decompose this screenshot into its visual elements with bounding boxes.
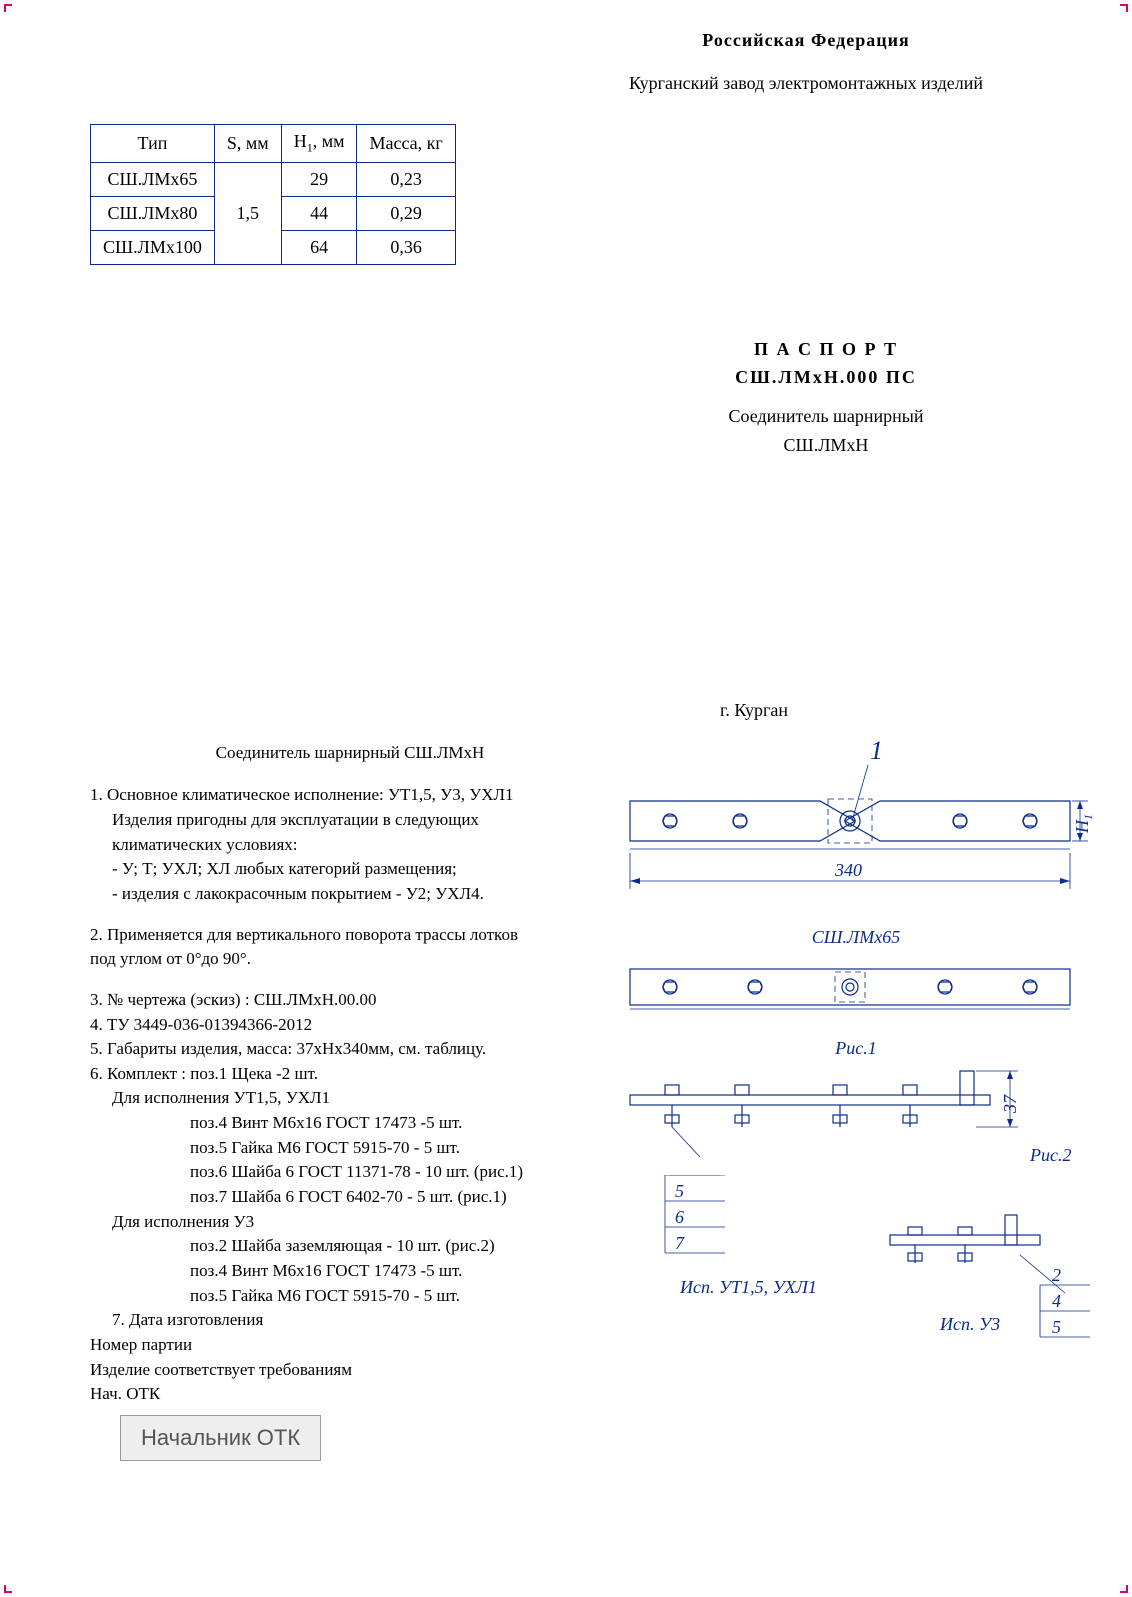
item6-l7: Для исполнения У3 [90,1210,570,1235]
drawing-top: 1 H1 [610,741,1100,921]
svg-text:4: 4 [1052,1291,1061,1311]
dim-340: 340 [834,860,862,880]
isp-left: Исп. УТ1,5, УХЛ1 [679,1277,817,1297]
item6-l8: поз.2 Шайба заземляющая - 10 шт. (рис.2) [90,1234,570,1259]
passport-block: П А С П О Р Т СШ.ЛМхН.000 ПС Соединитель… [550,335,1102,460]
ris1-label: Рис.1 [610,1038,1102,1059]
item1-l1: 1. Основное климатическое исполнение: УТ… [90,783,570,808]
spec-table: Тип S, мм H1, мм Масса, кг СШ.ЛМх65 1,5 … [90,124,456,265]
item2-l1: 2. Применяется для вертикального поворот… [90,923,570,948]
col-h1: H1, мм [281,125,357,163]
item1-l3: климатических условиях: [90,833,570,858]
cell-h1-0: 29 [281,162,357,196]
header-factory: Курганский завод электромонтажных издели… [510,73,1102,94]
passport-title: П А С П О Р Т [550,335,1102,364]
item1-l2: Изделия пригодны для эксплуатации в след… [90,808,570,833]
item7: 7. Дата изготовления [90,1308,570,1333]
city: г. Курган [720,700,1102,721]
item1-l5: - изделия с лакокрасочным покрытием - У2… [90,882,570,907]
passport-code: СШ.ЛМхН.000 ПС [550,363,1102,392]
cell-s: 1,5 [214,162,281,264]
col-type: Тип [91,125,215,163]
item6-l2: Для исполнения УТ1,5, УХЛ1 [90,1086,570,1111]
right-column: 1 H1 [610,741,1102,1461]
col-mass: Масса, кг [357,125,455,163]
item6-l6: поз.7 Шайба 6 ГОСТ 6402-70 - 5 шт. (рис.… [90,1185,570,1210]
svg-text:6: 6 [675,1207,684,1227]
ris2-label: Рис.2 [1029,1145,1071,1165]
stamp-box: Начальник ОТК [120,1415,321,1461]
left-title: Соединитель шарнирный СШ.ЛМхН [130,741,570,766]
callout-1: 1 [870,741,883,765]
isp-right: Исп. У3 [939,1314,1000,1334]
item6-l1: 6. Комплект : поз.1 Щека -2 шт. [90,1062,570,1087]
header-country: Российская Федерация [510,30,1102,51]
item4: 4. ТУ 3449-036-01394366-2012 [90,1013,570,1038]
cell-h1-2: 64 [281,230,357,264]
batch: Номер партии [90,1333,570,1358]
label-model: СШ.ЛМх65 [610,927,1102,948]
item6-l3: поз.4 Винт М6х16 ГОСТ 17473 -5 шт. [90,1111,570,1136]
col-s: S, мм [214,125,281,163]
cell-mass-0: 0,23 [357,162,455,196]
conformity: Изделие соответствует требованиям [90,1358,570,1383]
item1-l4: - У; Т; УХЛ; ХЛ любых категорий размещен… [90,857,570,882]
item2-l2: под углом от 0°до 90°. [90,947,570,972]
left-column: Соединитель шарнирный СШ.ЛМхН 1. Основно… [90,741,570,1461]
passport-name-1: Соединитель шарнирный [550,402,1102,431]
cell-type-0: СШ.ЛМх65 [91,162,215,196]
dim-h1: H1 [1072,814,1095,834]
svg-text:2: 2 [1052,1265,1061,1285]
svg-text:7: 7 [675,1233,685,1253]
item6-l10: поз.5 Гайка М6 ГОСТ 5915-70 - 5 шт. [90,1284,570,1309]
svg-text:5: 5 [675,1181,684,1201]
cell-mass-1: 0,29 [357,196,455,230]
item3: 3. № чертежа (эскиз) : СШ.ЛМхН.00.00 [90,988,570,1013]
item5: 5. Габариты изделия, масса: 37хНх340мм, … [90,1037,570,1062]
otk: Нач. ОТК [90,1382,570,1407]
dim-37: 37 [1000,1094,1020,1114]
item6-l4: поз.5 Гайка М6 ГОСТ 5915-70 - 5 шт. [90,1136,570,1161]
svg-text:5: 5 [1052,1317,1061,1337]
item6-l5: поз.6 Шайба 6 ГОСТ 11371-78 - 10 шт. (ри… [90,1160,570,1185]
cell-h1-1: 44 [281,196,357,230]
drawing-variants: 4 4 5 6 7 Исп. УТ1,5, УХЛ1 [610,1175,1100,1395]
drawing-front [610,954,1100,1024]
drawing-ris1: 37 Рис.2 [610,1065,1100,1175]
cell-mass-2: 0,36 [357,230,455,264]
cell-type-2: СШ.ЛМх100 [91,230,215,264]
item6-l9: поз.4 Винт М6х16 ГОСТ 17473 -5 шт. [90,1259,570,1284]
passport-name-2: СШ.ЛМхН [550,431,1102,460]
cell-type-1: СШ.ЛМх80 [91,196,215,230]
